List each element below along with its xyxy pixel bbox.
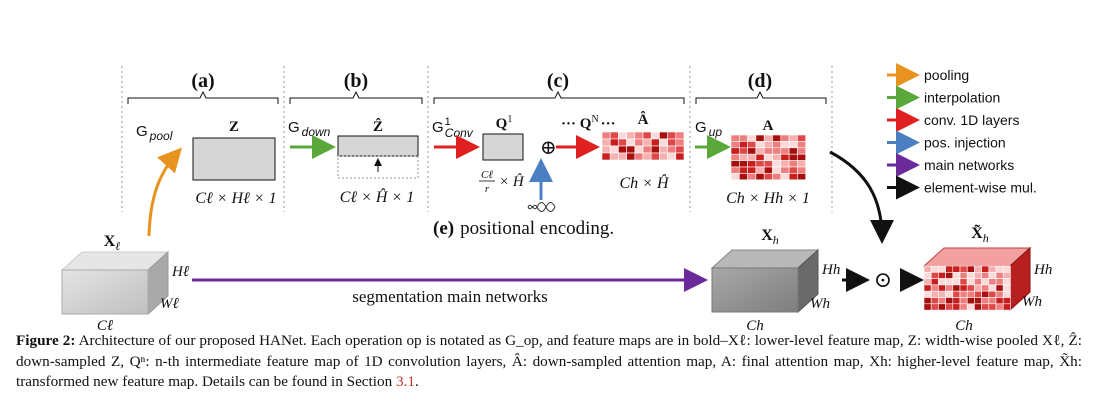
svg-text:× Ĥ: × Ĥ xyxy=(499,173,525,190)
svg-text:(a): (a) xyxy=(191,70,214,92)
a-heatmap xyxy=(730,134,807,181)
svg-text:Cℓ: Cℓ xyxy=(97,318,113,330)
q1-map xyxy=(482,133,524,161)
svg-text:Hh: Hh xyxy=(821,262,840,278)
panel-b-header: (b) xyxy=(289,70,423,104)
section-ref-link[interactable]: 3.1 xyxy=(395,373,415,390)
svg-text:(d): (d) xyxy=(748,70,772,92)
xl-volume: Xℓ Hℓ Wℓ Cℓ xyxy=(60,233,189,330)
xt-heatmap xyxy=(923,265,1011,311)
legend-label-2: conv. 1D layers xyxy=(924,112,1019,128)
panel-separators xyxy=(121,66,833,212)
z-label: Z xyxy=(229,119,239,135)
attention-to-mul-arrow xyxy=(829,150,894,244)
svg-text:Ch: Ch xyxy=(746,318,764,330)
ahat-dims: Ch × Ĥ xyxy=(619,173,669,192)
svg-text:Hℓ: Hℓ xyxy=(171,264,189,280)
legend-label-3: pos. injection xyxy=(924,135,1006,151)
svg-text:X̃h: X̃h xyxy=(971,223,989,245)
svg-text:Wh: Wh xyxy=(810,296,830,312)
legend-label-0: pooling xyxy=(924,67,969,83)
svg-text:Gup: Gup xyxy=(695,119,722,139)
svg-text:Wh: Wh xyxy=(1022,294,1042,310)
ahat-heatmap xyxy=(601,131,685,161)
main-network-label: segmentation main networks xyxy=(352,287,547,306)
panel-d-header: (d) xyxy=(695,70,827,104)
svg-text:Wℓ: Wℓ xyxy=(160,296,179,312)
z-dims: Cℓ × Hℓ × 1 xyxy=(195,190,276,207)
a-dims: Ch × Hh × 1 xyxy=(726,190,810,207)
svg-text:r: r xyxy=(485,183,490,195)
svg-text:(b): (b) xyxy=(344,70,368,92)
panel-c: G1 Conv Q1 ⊕ ··· QN ··· Â Cℓ r × Ĥ Ch × Ĥ xyxy=(432,111,685,212)
svg-text:(c): (c) xyxy=(547,70,569,92)
panel-c-header: (c) xyxy=(433,70,685,104)
legend-label-4: main networks xyxy=(924,157,1014,173)
xh-volume: Xh Hh Wh Ch xyxy=(710,227,840,330)
pos-injection-plus: ⊕ xyxy=(540,137,557,159)
svg-text:Xh: Xh xyxy=(761,227,779,247)
zhat-label: Ẑ xyxy=(373,118,383,135)
svg-text:Q1: Q1 xyxy=(496,114,513,132)
legend-label-5: element-wise mul. xyxy=(924,180,1037,196)
panel-a-header: (a) xyxy=(127,70,279,104)
zhat-dims: Cℓ × Ĥ × 1 xyxy=(340,187,414,206)
z-map xyxy=(192,137,276,181)
ahat-label: Â xyxy=(638,111,649,128)
xt-volume: X̃h Hh Wh Ch xyxy=(922,223,1052,330)
positional-encoding-caption: (e) positional encoding. xyxy=(433,218,614,239)
zhat-map xyxy=(337,135,419,157)
svg-text:Xℓ: Xℓ xyxy=(104,233,121,253)
legend: pooling interpolation conv. 1D layers pos. … xyxy=(887,63,1037,200)
a-label: A xyxy=(763,118,774,134)
svg-text:··· QN···: ··· QN ··· xyxy=(561,114,616,132)
element-wise-mul-symbol: ⊙ xyxy=(874,267,892,292)
svg-text:Ch: Ch xyxy=(955,318,973,330)
legend-label-1: interpolation xyxy=(924,90,1000,106)
figure-caption: Figure 2: Architecture of our proposed H… xyxy=(16,332,1082,390)
svg-text:Cℓ: Cℓ xyxy=(481,169,493,181)
svg-text:Hh: Hh xyxy=(1033,262,1052,278)
pooling-arrow xyxy=(147,147,183,237)
